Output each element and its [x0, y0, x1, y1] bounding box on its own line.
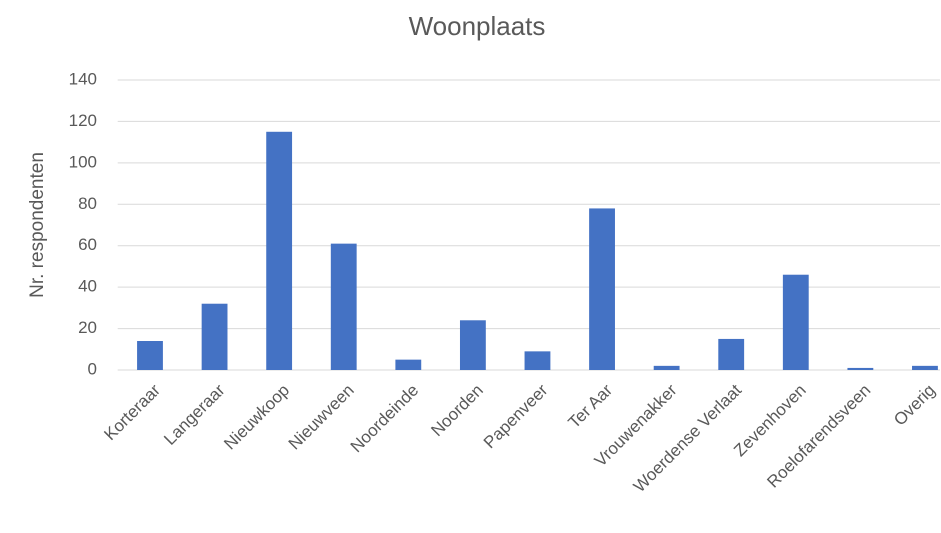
- bar: [459, 320, 486, 370]
- chart-title: Woonplaats: [409, 11, 546, 41]
- y-tick-label: 0: [88, 359, 97, 378]
- bar: [653, 365, 680, 370]
- bar: [524, 351, 551, 370]
- x-tick-label: Ter Aar: [565, 380, 617, 432]
- bar: [395, 359, 422, 370]
- y-tick-label: 20: [78, 318, 97, 337]
- bar: [912, 365, 938, 370]
- x-tick-label: Nieuwkoop: [220, 381, 293, 454]
- y-tick-label: 140: [69, 69, 97, 88]
- bar: [137, 341, 163, 370]
- x-tick-label: Woerdense Verlaat: [630, 380, 746, 496]
- bar: [718, 338, 745, 370]
- x-tick-label: Overig: [890, 381, 939, 430]
- x-tick-label: Papenveer: [480, 380, 552, 452]
- y-tick-label: 80: [78, 194, 97, 213]
- bar: [782, 274, 809, 370]
- bar: [589, 208, 615, 370]
- x-tick-label: Noorden: [427, 381, 487, 441]
- x-tick-label: Noordeinde: [347, 381, 423, 457]
- y-tick-label: 100: [69, 152, 97, 171]
- bar: [847, 367, 874, 370]
- x-tick-label: Korteraar: [100, 380, 164, 444]
- y-tick-label: 60: [78, 235, 97, 254]
- y-axis-label: Nr. respondenten: [27, 152, 48, 298]
- bar: [201, 303, 228, 370]
- bar: [266, 131, 293, 370]
- bar: [330, 243, 357, 370]
- x-tick-label: Langeraar: [160, 380, 228, 448]
- y-tick-label: 120: [69, 111, 97, 130]
- y-tick-label: 40: [78, 277, 97, 296]
